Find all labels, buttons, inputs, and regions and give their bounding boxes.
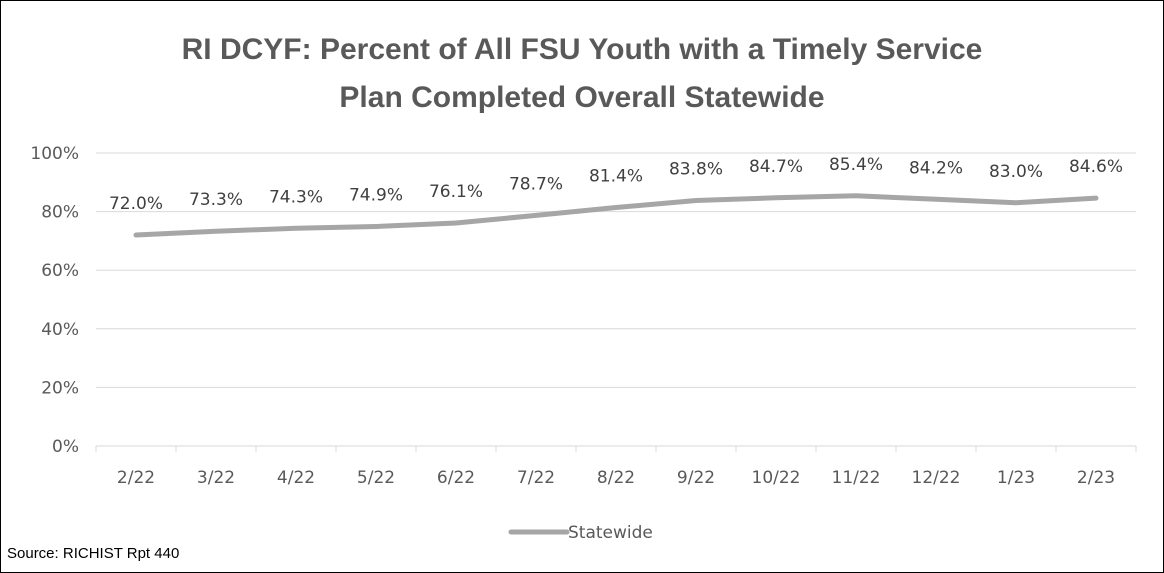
gridlines [96, 152, 1136, 447]
x-tick-label: 9/22 [677, 468, 715, 488]
data-label: 81.4% [589, 166, 643, 186]
x-tick-label: 3/22 [197, 468, 235, 488]
data-label: 74.9% [349, 186, 403, 206]
legend-label-statewide: Statewide [568, 523, 653, 543]
data-label: 73.3% [189, 190, 243, 210]
x-tick-label: 7/22 [517, 468, 555, 488]
data-label: 85.4% [829, 155, 883, 175]
data-label: 78.7% [509, 174, 563, 194]
x-tick-label: 4/22 [277, 468, 315, 488]
x-tick-label: 5/22 [357, 468, 395, 488]
x-tick-label: 2/22 [117, 468, 155, 488]
data-label: 84.2% [909, 158, 963, 178]
source-note: Source: RICHIST Rpt 440 [7, 545, 180, 562]
y-tick-label: 100% [30, 144, 79, 164]
y-tick-label: 80% [41, 203, 79, 223]
x-tick-label: 2/23 [1077, 468, 1115, 488]
data-label: 74.3% [269, 187, 323, 207]
data-label: 83.8% [669, 159, 723, 179]
y-tick-label: 20% [41, 378, 79, 398]
data-label: 83.0% [989, 162, 1043, 182]
y-tick-label: 0% [52, 437, 79, 457]
chart-title-line-2: Plan Completed Overall Statewide [339, 81, 824, 114]
series-line-statewide [133, 193, 1099, 238]
x-tick-label: 12/22 [912, 468, 961, 488]
data-labels: 72.0% 73.3% 74.3% 74.9% 76.1% 78.7% 81.4% 83.8%… [109, 155, 1123, 214]
data-label: 84.7% [749, 157, 803, 177]
x-tick-label: 10/22 [752, 468, 801, 488]
x-tick-label: 8/22 [597, 468, 635, 488]
y-tick-label: 40% [41, 320, 79, 340]
y-axis-ticks: 0% 20% 40% 60% 80% 100% [30, 144, 79, 457]
series-statewide [133, 193, 1099, 238]
x-tick-label: 11/22 [832, 468, 881, 488]
data-label: 84.6% [1069, 157, 1123, 177]
data-label: 76.1% [429, 182, 483, 202]
y-tick-label: 60% [41, 261, 79, 281]
chart-title-line-1: RI DCYF: Percent of All FSU Youth with a… [182, 33, 983, 66]
x-tick-label: 1/23 [997, 468, 1035, 488]
x-axis: 2/22 3/22 4/22 5/22 6/22 7/22 8/22 9/22 10/22 11/… [95, 445, 1137, 488]
data-label: 72.0% [109, 194, 163, 214]
x-tick-label: 6/22 [437, 468, 475, 488]
legend: Statewide [508, 523, 653, 543]
